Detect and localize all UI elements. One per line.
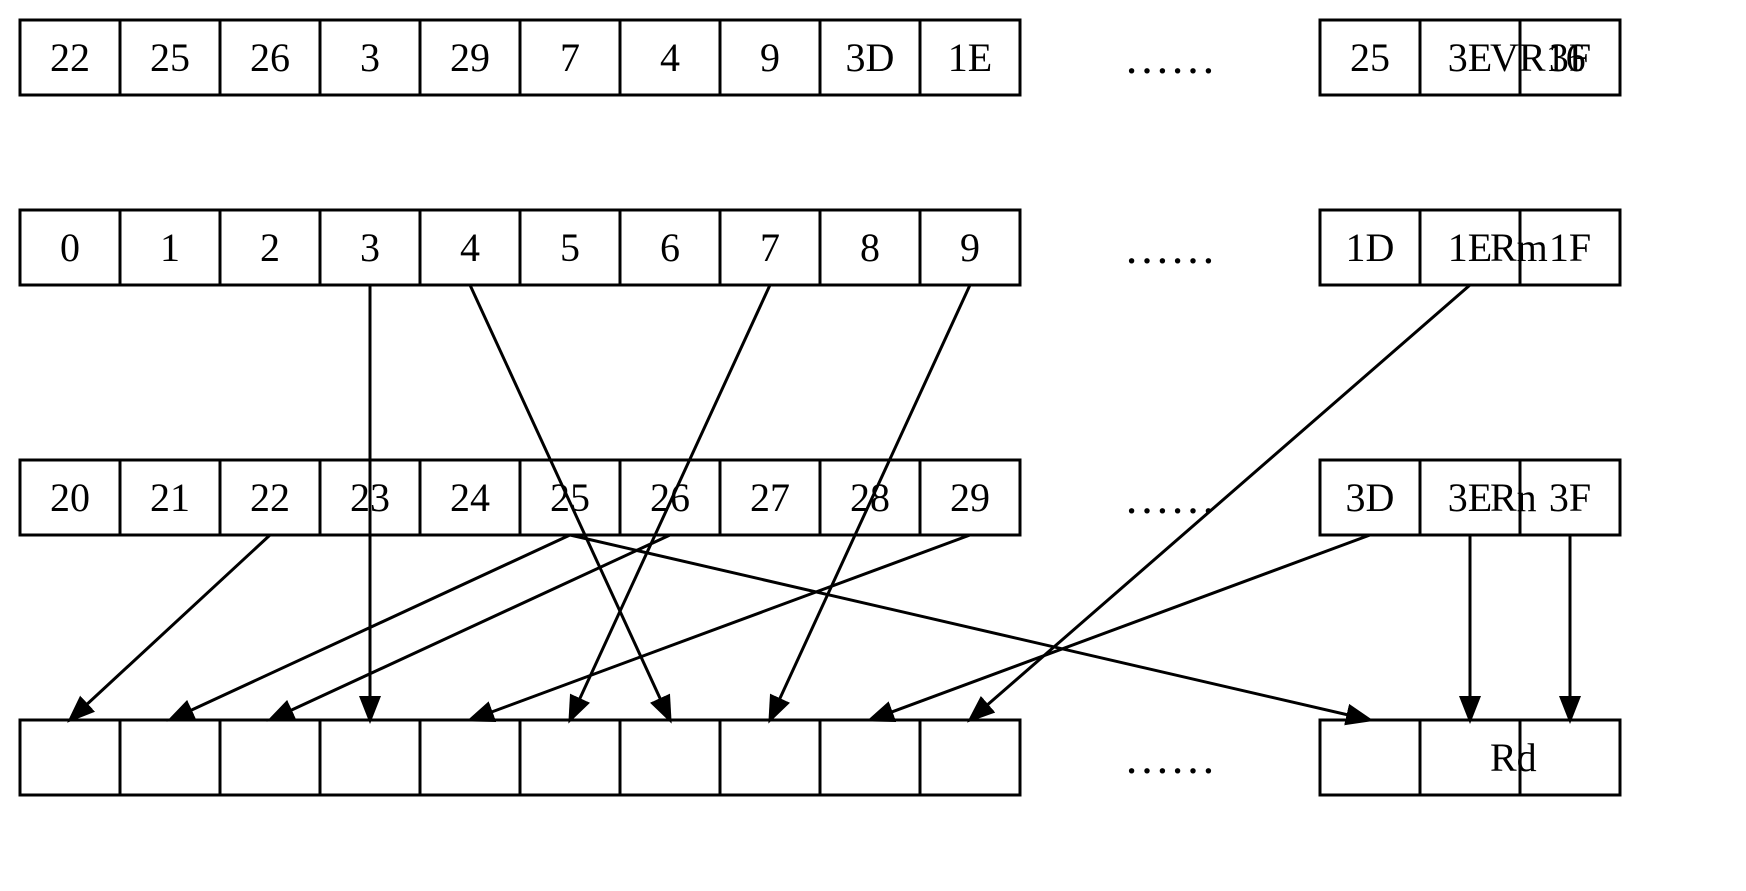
rm-cell-3-text: 3 <box>360 225 380 270</box>
arrow-rn5-to-rd11 <box>570 535 1370 720</box>
rm-cell-0-text: 0 <box>60 225 80 270</box>
vr16-cell-6-text: 4 <box>660 35 680 80</box>
rm-cell-2-text: 2 <box>260 225 280 270</box>
vr16-cell-9-text: 1E <box>948 35 992 80</box>
row-label-vr16: VR16 <box>1490 35 1586 80</box>
rn-cell-5-text: 25 <box>550 475 590 520</box>
rn-cell-0-text: 20 <box>50 475 90 520</box>
row-label-rm: Rm <box>1490 225 1548 270</box>
rd-cell-3 <box>320 720 420 795</box>
row-label-rn: Rn <box>1490 475 1537 520</box>
rd-cell-9 <box>920 720 1020 795</box>
vr16-cell-7-text: 9 <box>760 35 780 80</box>
vr16-cell-0-text: 22 <box>50 35 90 80</box>
rn-cell-1-text: 21 <box>150 475 190 520</box>
rd-cell-6 <box>620 720 720 795</box>
row-label-rd: Rd <box>1490 735 1537 780</box>
vr16-cell-3-text: 3 <box>360 35 380 80</box>
rd-cell-11 <box>1320 720 1420 795</box>
rn-cell-2-text: 22 <box>250 475 290 520</box>
rn-cell-4-text: 24 <box>450 475 490 520</box>
rm-cell-9-text: 9 <box>960 225 980 270</box>
arrow-rn2-to-rd0 <box>70 535 270 720</box>
rn-cell-13-text: 3F <box>1549 475 1591 520</box>
rn-cell-6-text: 26 <box>650 475 690 520</box>
rm-cell-11-text: 1D <box>1346 225 1395 270</box>
arrow-rn6-to-rd2 <box>270 535 670 720</box>
vr16-cell-1-text: 25 <box>150 35 190 80</box>
rn-cell-11-text: 3D <box>1346 475 1395 520</box>
vr16-ellipsis: …… <box>1124 32 1216 83</box>
vr16-cell-12-text: 3E <box>1448 35 1492 80</box>
arrow-rn9-to-rd4 <box>470 535 970 720</box>
rm-cell-5-text: 5 <box>560 225 580 270</box>
rm-cell-12-text: 1E <box>1448 225 1492 270</box>
rd-cell-1 <box>120 720 220 795</box>
vr16-cell-4-text: 29 <box>450 35 490 80</box>
rm-cell-6-text: 6 <box>660 225 680 270</box>
rm-cell-8-text: 8 <box>860 225 880 270</box>
rd-cell-4 <box>420 720 520 795</box>
rm-cell-1-text: 1 <box>160 225 180 270</box>
rd-cell-5 <box>520 720 620 795</box>
rd-ellipsis: …… <box>1124 732 1216 783</box>
rn-cell-7-text: 27 <box>750 475 790 520</box>
rm-cell-7-text: 7 <box>760 225 780 270</box>
register-shuffle-diagram: 22 25 26 3 29 7 4 9 3D 1E …… 25 3E 3F VR16 0 1 2 3 4 5 6 7 8 9 ……… <box>0 0 1746 891</box>
vr16-cell-2-text: 26 <box>250 35 290 80</box>
rd-cell-0 <box>20 720 120 795</box>
rn-cell-8-text: 28 <box>850 475 890 520</box>
rn-cell-9-text: 29 <box>950 475 990 520</box>
vr16-cell-5-text: 7 <box>560 35 580 80</box>
arrow-rn11-to-rd8 <box>870 535 1370 720</box>
rd-cell-8 <box>820 720 920 795</box>
rd-cell-7 <box>720 720 820 795</box>
rm-cell-13-text: 1F <box>1549 225 1591 270</box>
vr16-cell-8-text: 3D <box>846 35 895 80</box>
rn-cell-12-text: 3E <box>1448 475 1492 520</box>
vr16-cell-11-text: 25 <box>1350 35 1390 80</box>
rm-ellipsis: …… <box>1124 222 1216 273</box>
rd-cell-2 <box>220 720 320 795</box>
rm-cell-4-text: 4 <box>460 225 480 270</box>
rn-ellipsis: …… <box>1124 472 1216 523</box>
